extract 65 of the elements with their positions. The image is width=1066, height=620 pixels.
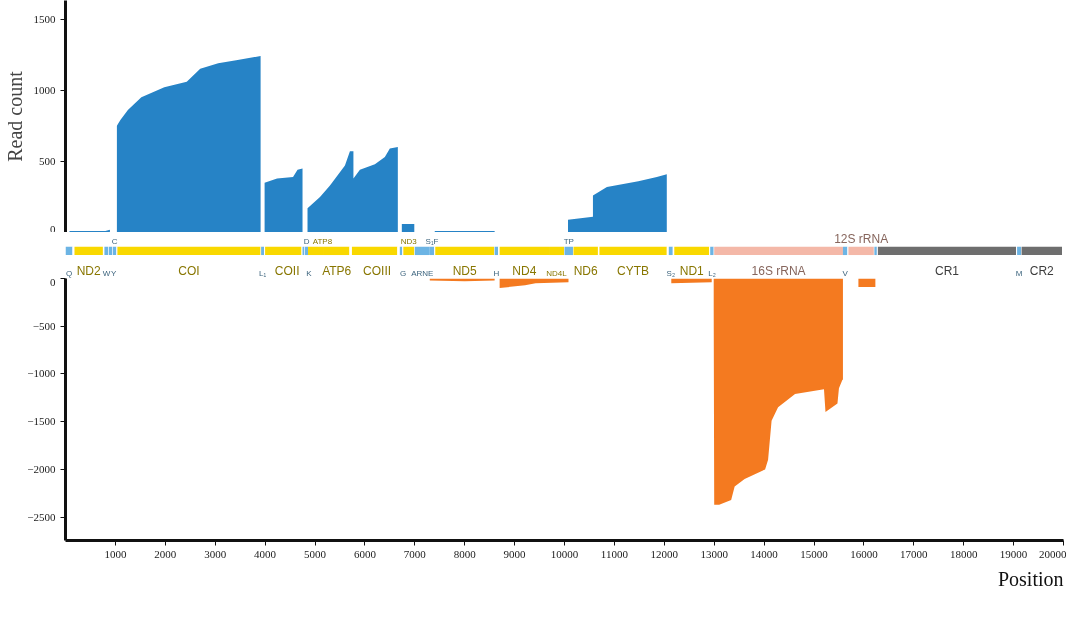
x-tick-label: 20000 xyxy=(1039,547,1066,560)
x-tick-label: 14000 xyxy=(750,547,779,560)
x-tick-label: 19000 xyxy=(999,547,1028,560)
x-tick-label: 17000 xyxy=(900,547,929,560)
x-tick-label: 5000 xyxy=(304,547,327,560)
y-tick-label: −2000 xyxy=(27,462,56,475)
series-label: V xyxy=(842,269,849,279)
series-label: Y xyxy=(111,269,118,279)
series-label: D xyxy=(303,237,310,247)
series-label: ARNE xyxy=(411,269,434,279)
series-label: TP xyxy=(563,237,574,247)
series-label: L₁ xyxy=(259,269,267,279)
series-label: ND4 xyxy=(512,264,537,279)
series-label: ND5 xyxy=(452,264,478,279)
series-label: 12S rRNA xyxy=(834,232,889,247)
x-tick-label: 1000 xyxy=(104,547,127,560)
x-tick-label: 13000 xyxy=(700,547,729,560)
x-tick-label: 9000 xyxy=(503,547,527,560)
series-label: Q xyxy=(65,269,73,279)
series-label: CR1 xyxy=(934,264,960,279)
series-label: ND3 xyxy=(400,237,418,247)
series-label: ATP6 xyxy=(322,264,352,279)
x-axis-title: Position xyxy=(997,567,1064,590)
series-label: ATP8 xyxy=(312,237,333,247)
series-label: ND2 xyxy=(76,264,102,279)
y-tick-label: 1000 xyxy=(33,83,56,96)
series-label: H xyxy=(493,269,500,279)
x-tick-label: 2000 xyxy=(154,547,177,560)
series-label: ND1 xyxy=(679,264,705,279)
y-tick-label: 500 xyxy=(39,154,56,167)
series-label: K xyxy=(306,269,313,279)
series-label: COI xyxy=(178,264,200,279)
series-label: CYTB xyxy=(617,264,650,279)
x-tick-label: 8000 xyxy=(453,547,477,560)
series-label: COII xyxy=(274,264,300,279)
series-label: CR2 xyxy=(1029,264,1055,279)
x-tick-label: 10000 xyxy=(550,547,579,560)
x-tick-label: 15000 xyxy=(800,547,829,560)
series-label: G xyxy=(399,269,407,279)
series-label: S₂ xyxy=(666,269,676,279)
series-label: 16S rRNA xyxy=(751,264,806,279)
x-tick-label: 16000 xyxy=(850,547,879,560)
series-label: ND4L xyxy=(546,269,568,279)
y-tick-label: 1500 xyxy=(33,12,56,25)
x-tick-label: 6000 xyxy=(353,547,377,560)
series-label: L₂ xyxy=(708,269,716,279)
y-tick-label: −500 xyxy=(32,319,56,332)
series-label: W xyxy=(102,269,111,279)
series-label: COIII xyxy=(363,264,392,279)
y-tick-label: −1000 xyxy=(27,367,56,380)
y-tick-label: −1500 xyxy=(27,415,56,428)
series-label: ND6 xyxy=(573,264,599,279)
x-tick-label: 11000 xyxy=(600,547,629,560)
x-tick-label: 4000 xyxy=(254,547,277,560)
y-axis-title: Read count xyxy=(3,70,26,162)
y-tick-label: −2500 xyxy=(27,510,56,523)
x-tick-label: 7000 xyxy=(403,547,427,560)
y-tick-label: 0 xyxy=(50,275,56,288)
series-label: M xyxy=(1015,269,1023,279)
x-tick-label: 12000 xyxy=(650,547,679,560)
y-tick-label: 0 xyxy=(50,222,56,235)
x-tick-label: 3000 xyxy=(204,547,227,560)
x-tick-label: 18000 xyxy=(949,547,978,560)
series-label: C xyxy=(111,237,118,247)
series-label: S₁F xyxy=(425,237,439,247)
